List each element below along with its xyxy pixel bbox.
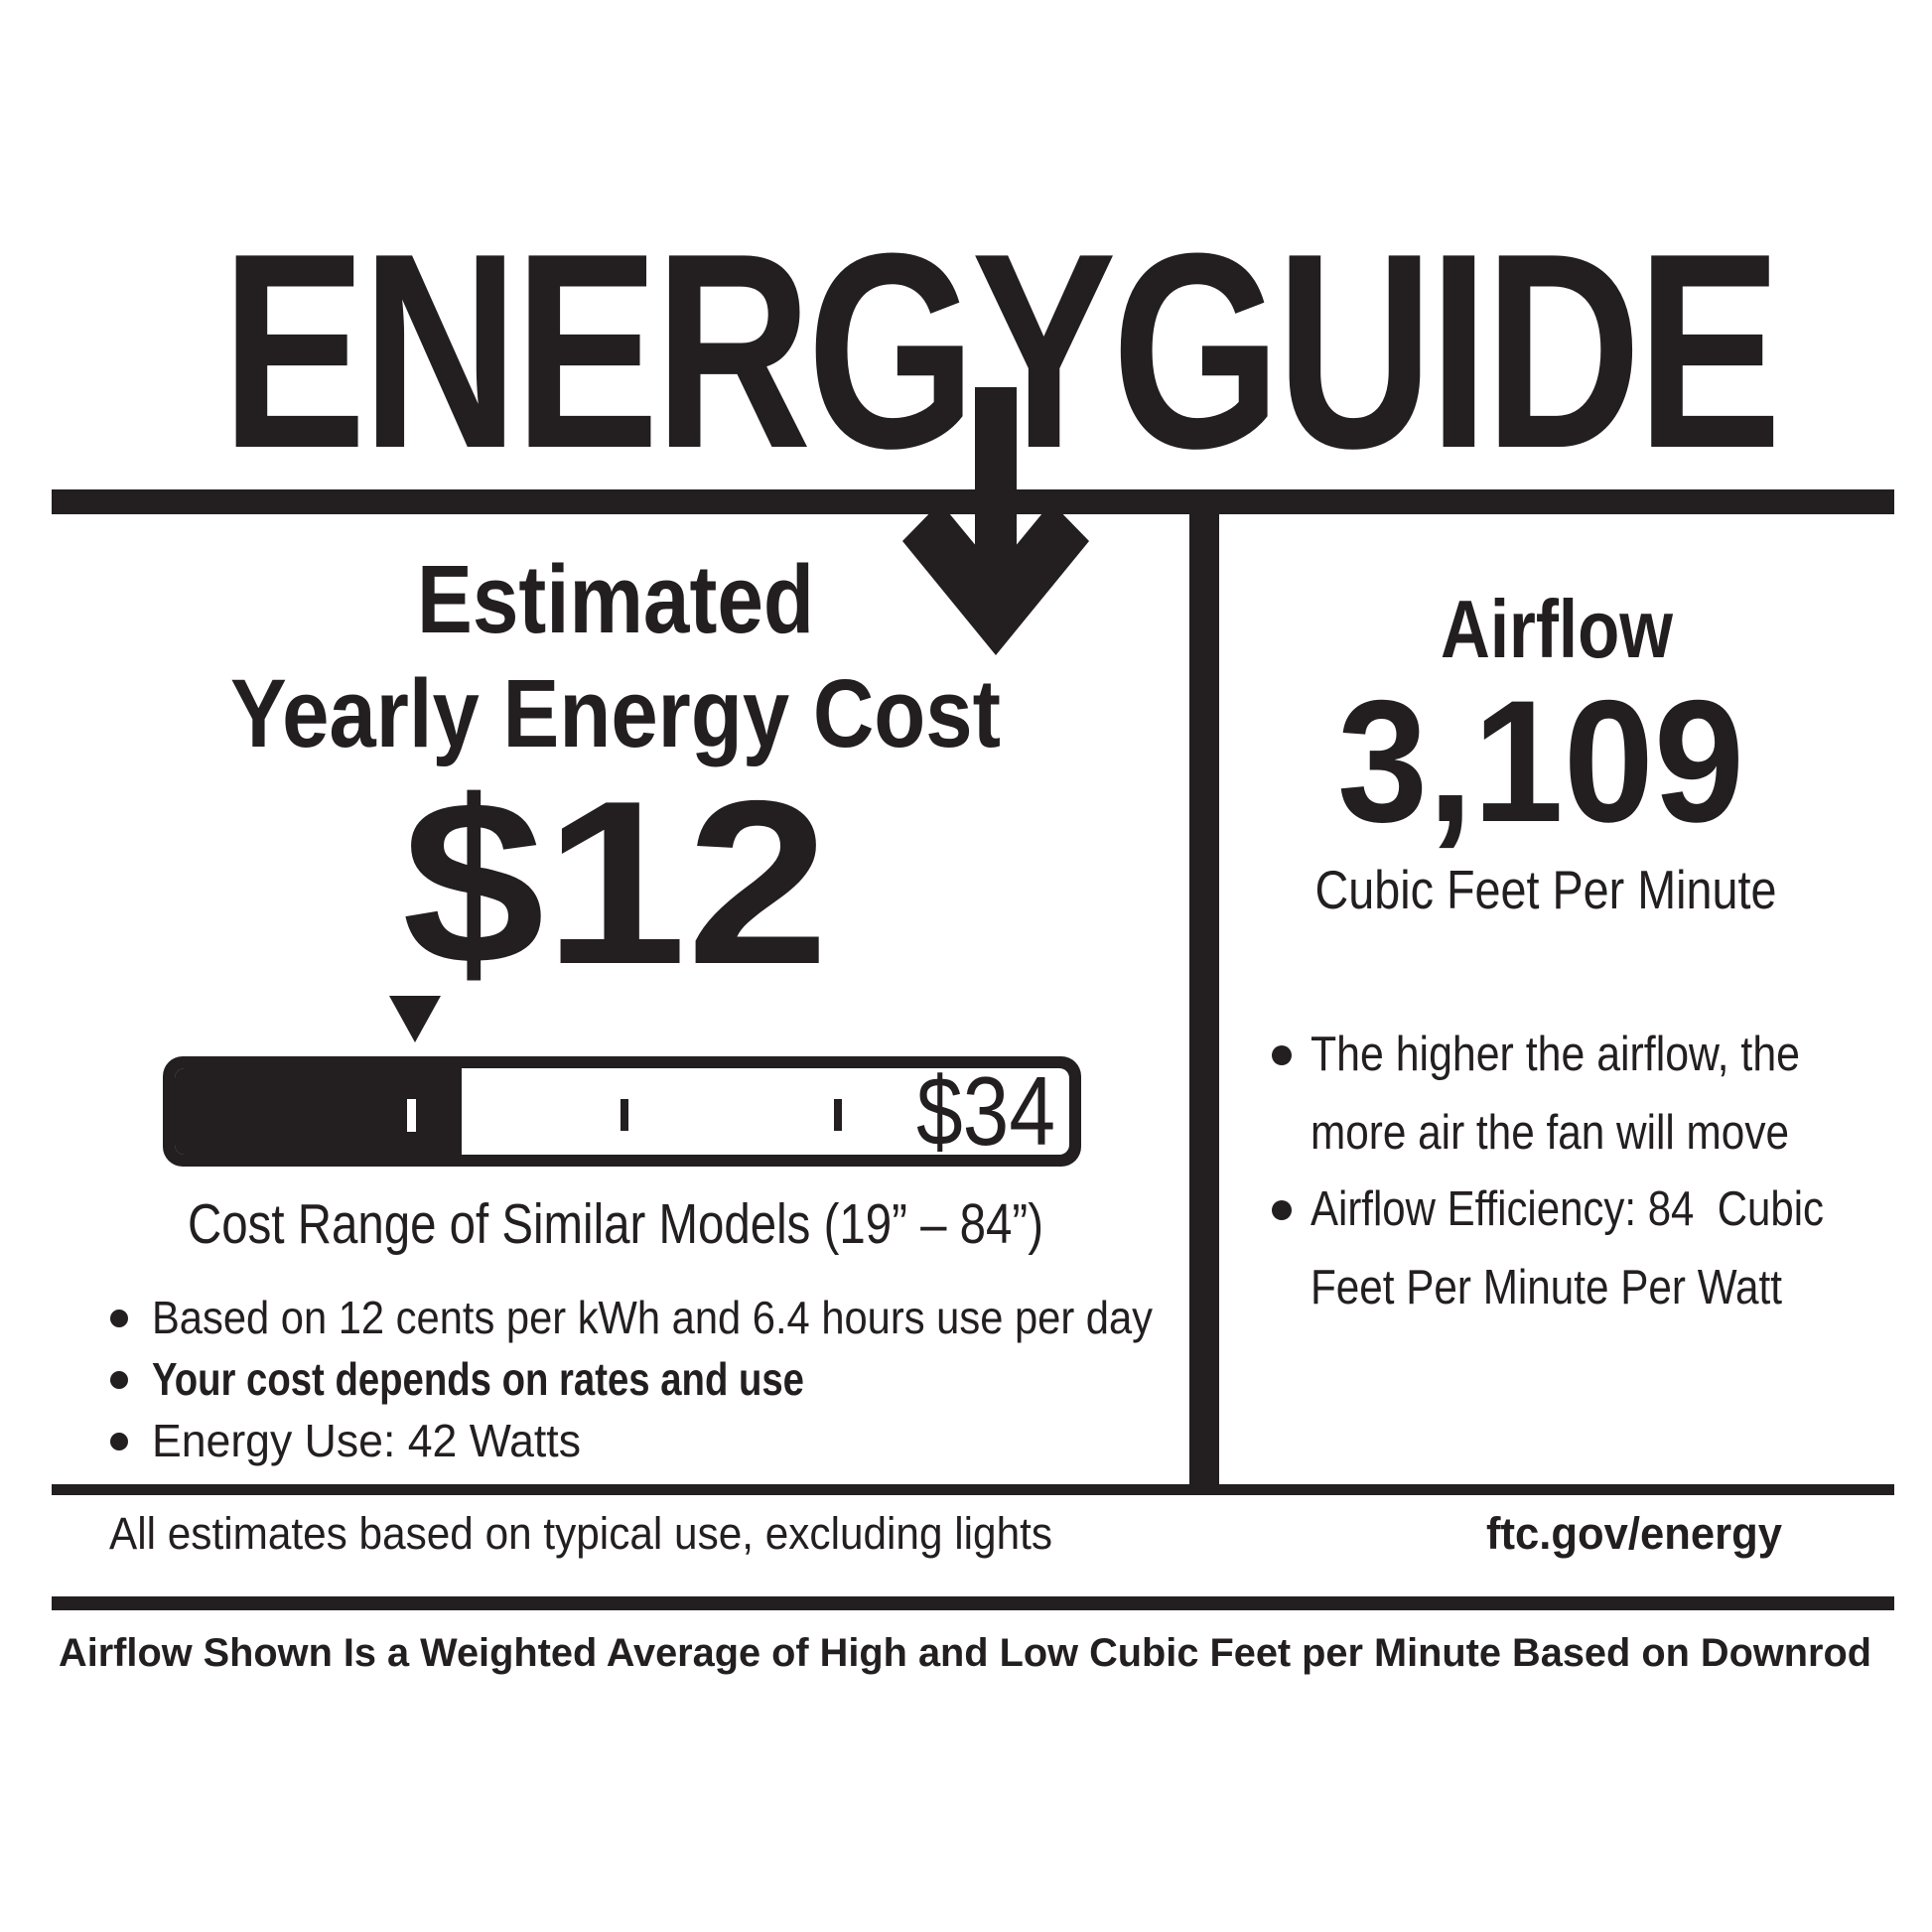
bottom-rule: [52, 1596, 1894, 1610]
down-arrow-shaft-icon: [975, 387, 1017, 581]
bar-tick-pointer: [407, 1099, 416, 1132]
right-bullet-airflow-line1: The higher the airflow, the: [1311, 1028, 1800, 1081]
airflow-unit: Cubic Feet Per Minute: [1315, 859, 1777, 920]
bar-max-label: $34: [916, 1056, 1055, 1166]
bullet-dot-icon: [110, 1433, 128, 1450]
cost-range-bar: $3 $34: [163, 1056, 1081, 1167]
left-bullet-cost-depends: Your cost depends on rates and use: [152, 1353, 804, 1405]
estimates-note: All estimates based on typical use, excl…: [109, 1508, 1052, 1559]
column-divider: [1189, 514, 1219, 1484]
left-bullet-list: Based on 12 cents per kWh and 6.4 hours …: [110, 1292, 1153, 1466]
right-bullet-airflow-line2: more air the fan will move: [1311, 1106, 1789, 1160]
bar-tick-upper: [834, 1099, 842, 1131]
airflow-value: 3,109: [1337, 665, 1744, 859]
right-bullet-efficiency-line1: Airflow Efficiency: 84 Cubic: [1311, 1182, 1824, 1236]
yearly-cost-value: $12: [402, 752, 829, 1013]
right-bullet-efficiency-line2: Feet Per Minute Per Watt: [1311, 1261, 1782, 1314]
right-bullet-list: The higher the airflow, the more air the…: [1272, 1028, 1824, 1314]
bullet-dot-icon: [110, 1310, 128, 1327]
ftc-website-text: ftc.gov/energy: [1486, 1508, 1782, 1559]
estimated-heading-line1: Estimated: [417, 545, 814, 653]
bar-caption: Cost Range of Similar Models (19” – 84”): [188, 1192, 1043, 1256]
bullet-dot-icon: [1272, 1045, 1292, 1065]
bar-tick-mid: [621, 1099, 628, 1131]
top-rule: [52, 489, 1894, 514]
mid-rule: [52, 1484, 1894, 1495]
left-bullet-energy-use: Energy Use: 42 Watts: [152, 1415, 581, 1466]
bullet-dot-icon: [110, 1371, 128, 1389]
bullet-dot-icon: [1272, 1200, 1292, 1220]
bar-min-label: $3: [182, 1056, 266, 1166]
airflow-footnote: Airflow Shown Is a Weighted Average of H…: [59, 1631, 1871, 1675]
estimated-heading-line2: Yearly Energy Cost: [230, 659, 1001, 767]
down-arrow-head-icon: [902, 502, 1089, 655]
left-bullet-rate-basis: Based on 12 cents per kWh and 6.4 hours …: [152, 1292, 1153, 1343]
airflow-heading: Airflow: [1441, 583, 1673, 675]
cost-pointer-triangle-icon: [389, 996, 441, 1042]
